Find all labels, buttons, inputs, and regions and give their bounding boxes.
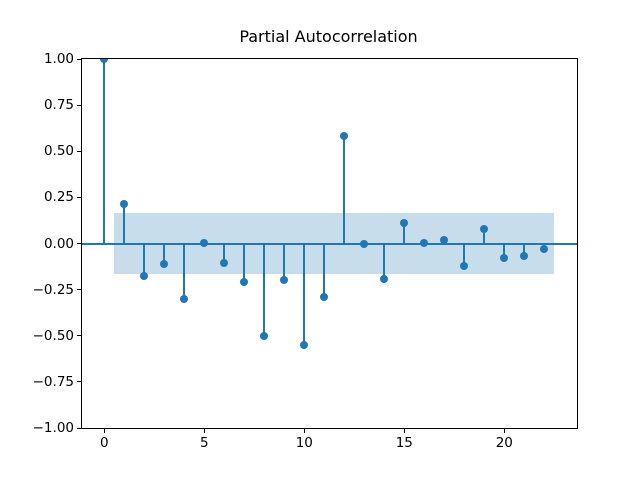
x-tick-label: 20 — [495, 435, 513, 451]
data-point-marker — [260, 331, 269, 340]
stem-line — [323, 243, 326, 297]
stem-line — [263, 243, 266, 336]
x-tick-label: 10 — [295, 435, 313, 451]
stem-line — [523, 243, 526, 257]
y-tick — [77, 196, 81, 198]
stem-line — [243, 243, 246, 283]
stem-line — [223, 243, 226, 263]
y-tick-label: −1.00 — [32, 420, 74, 436]
y-tick — [77, 58, 81, 60]
data-point-marker — [320, 293, 329, 301]
x-tick — [203, 429, 205, 433]
plot-area — [81, 58, 578, 429]
stem-line — [123, 203, 126, 244]
y-tick-label: 0.25 — [43, 189, 74, 206]
y-tick — [77, 427, 81, 429]
y-tick-label: −0.50 — [32, 327, 74, 344]
data-point-marker — [380, 274, 389, 283]
zero-line — [82, 242, 577, 245]
x-tick-label: 0 — [100, 435, 109, 451]
data-point-marker — [400, 219, 409, 228]
data-point-marker — [520, 252, 529, 261]
stem-line — [383, 243, 386, 279]
stem-line — [283, 243, 286, 281]
data-point-marker — [160, 259, 169, 268]
data-point-marker — [200, 238, 209, 247]
y-tick-label: 0.75 — [43, 97, 74, 114]
y-tick-label: −0.75 — [32, 373, 74, 390]
data-point-marker — [240, 278, 249, 287]
y-tick — [77, 104, 81, 106]
stem-line — [103, 59, 106, 244]
x-tick-label: 5 — [200, 435, 209, 451]
data-point-marker — [420, 238, 429, 247]
y-tick-label: 0.00 — [43, 235, 74, 252]
data-point-marker — [140, 271, 149, 280]
data-point-marker — [100, 59, 109, 63]
data-point-marker — [120, 199, 129, 208]
y-tick — [77, 243, 81, 244]
y-tick-label: −0.25 — [32, 281, 74, 298]
x-tick — [403, 429, 405, 433]
stem-line — [163, 243, 166, 264]
x-tick — [303, 429, 305, 433]
stem-line — [463, 243, 466, 266]
data-point-marker — [220, 258, 229, 267]
x-tick — [103, 429, 105, 433]
y-tick — [77, 335, 81, 337]
chart-title: Partial Autocorrelation — [239, 27, 418, 46]
data-point-marker — [540, 245, 549, 254]
y-tick-label: 0.50 — [43, 143, 74, 160]
y-tick — [77, 381, 81, 383]
y-tick — [77, 289, 81, 291]
data-point-marker — [180, 294, 189, 303]
data-point-marker — [340, 131, 349, 140]
data-point-marker — [360, 239, 369, 248]
data-point-marker — [280, 276, 289, 285]
data-point-marker — [500, 254, 509, 263]
data-point-marker — [460, 261, 469, 270]
data-point-marker — [440, 235, 449, 244]
stem-line — [143, 243, 146, 276]
y-tick — [77, 150, 81, 152]
data-point-marker — [300, 340, 309, 349]
y-tick-label: 1.00 — [43, 51, 74, 67]
stem-line — [483, 228, 486, 244]
stem-line — [303, 243, 306, 345]
data-point-marker — [480, 224, 489, 233]
stem-line — [183, 243, 186, 299]
x-tick-label: 15 — [395, 435, 413, 451]
x-tick — [503, 429, 505, 433]
stem-line — [403, 223, 406, 244]
stem-line — [343, 135, 346, 244]
stem-line — [503, 243, 506, 259]
plot-clip-region — [82, 59, 577, 428]
